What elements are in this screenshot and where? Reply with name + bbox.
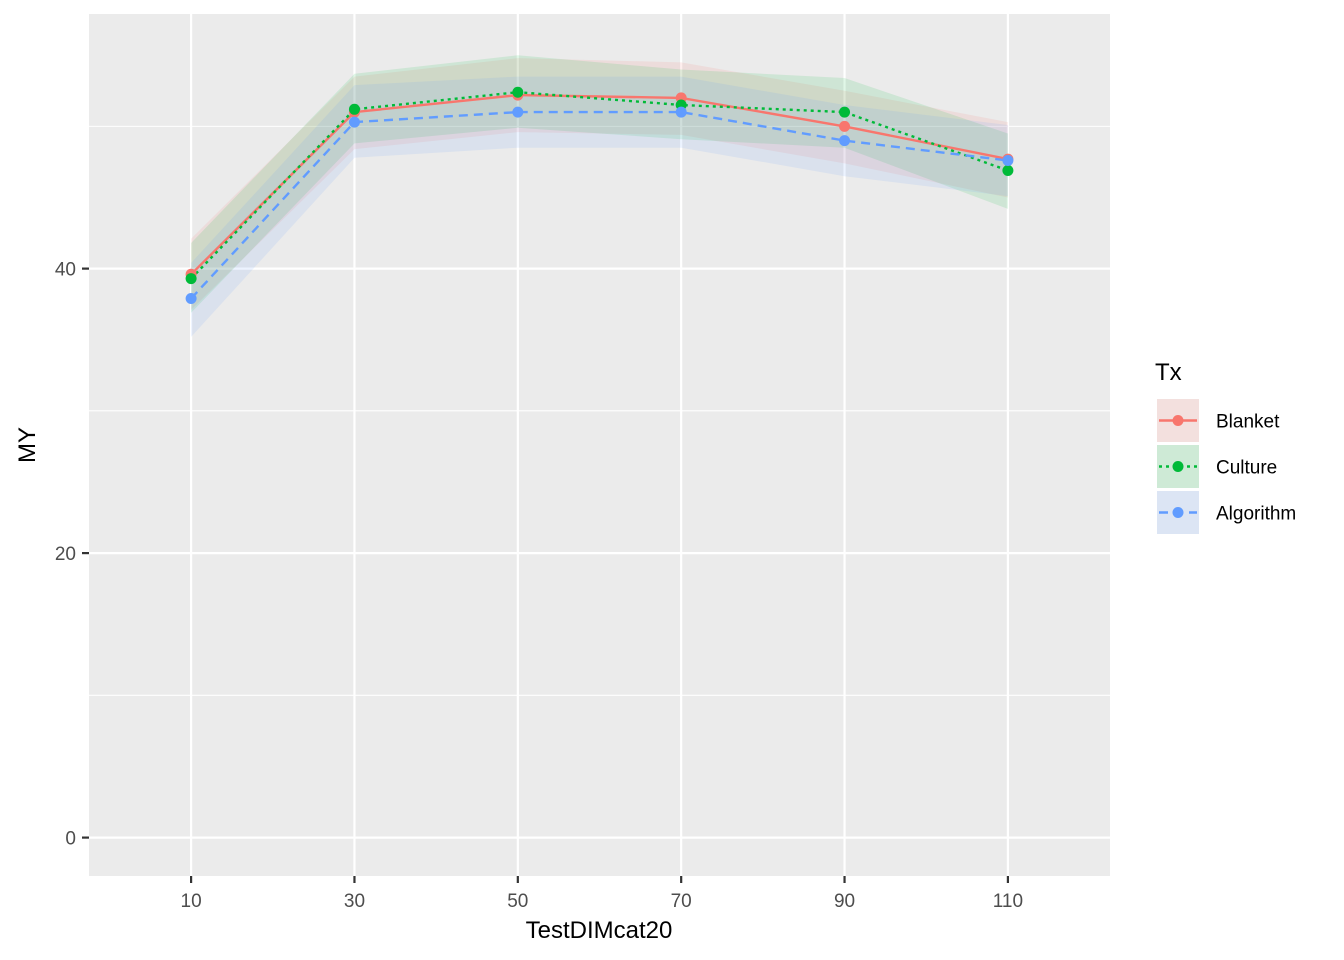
ribbon-blanket	[191, 58, 1008, 310]
x-tick-label: 10	[181, 891, 202, 912]
y-tick-label: 0	[65, 829, 76, 850]
legend-keys: Blanket Culture Algorithm	[1157, 399, 1296, 534]
data-point-algorithm	[839, 135, 851, 147]
data-point-algorithm	[1002, 155, 1014, 167]
data-point-algorithm	[185, 292, 197, 304]
plot-panel	[89, 14, 1110, 876]
ribbon-algorithm	[191, 76, 1008, 337]
legend-label: Blanket	[1216, 412, 1280, 433]
legend-item-blanket: Blanket	[1157, 399, 1280, 442]
y-tick-label: 40	[55, 260, 76, 281]
data-point-culture	[348, 103, 360, 115]
data-point-culture	[839, 106, 851, 118]
series-points	[185, 86, 1014, 304]
legend-label: Culture	[1216, 458, 1277, 479]
data-point-algorithm	[675, 106, 687, 118]
data-point-culture	[185, 273, 197, 285]
x-axis-title: TestDIMcat20	[526, 917, 673, 944]
x-tick-label: 70	[671, 891, 692, 912]
series-line-blanket	[190, 93, 1009, 276]
y-tick-label: 20	[55, 544, 76, 565]
x-tick-label: 90	[834, 891, 855, 912]
series-lines	[190, 90, 1009, 300]
x-tick-label: 30	[344, 891, 365, 912]
data-point-culture	[512, 86, 524, 98]
legend-item-culture: Culture	[1157, 445, 1277, 488]
data-point-culture	[1002, 164, 1014, 176]
legend-key-point	[1172, 507, 1184, 518]
data-point-blanket	[839, 120, 851, 132]
x-tick-label: 50	[507, 891, 528, 912]
legend-title: Tx	[1155, 359, 1182, 386]
axes: 0 20 40 10 30 50 70 90 110	[55, 260, 1023, 912]
legend-item-algorithm: Algorithm	[1157, 491, 1296, 534]
y-axis-title: MY	[14, 427, 41, 463]
series-line-culture	[190, 90, 1009, 280]
legend-key-point	[1172, 461, 1184, 472]
legend-key-point	[1172, 415, 1184, 426]
data-point-algorithm	[348, 116, 360, 128]
x-tick-label: 110	[993, 891, 1023, 912]
series-line-algorithm	[190, 110, 1009, 300]
gridlines	[89, 14, 1110, 876]
legend-label: Algorithm	[1216, 504, 1296, 525]
data-point-algorithm	[512, 106, 524, 118]
legend: Tx Blanket Culture Algorithm	[1155, 359, 1296, 534]
